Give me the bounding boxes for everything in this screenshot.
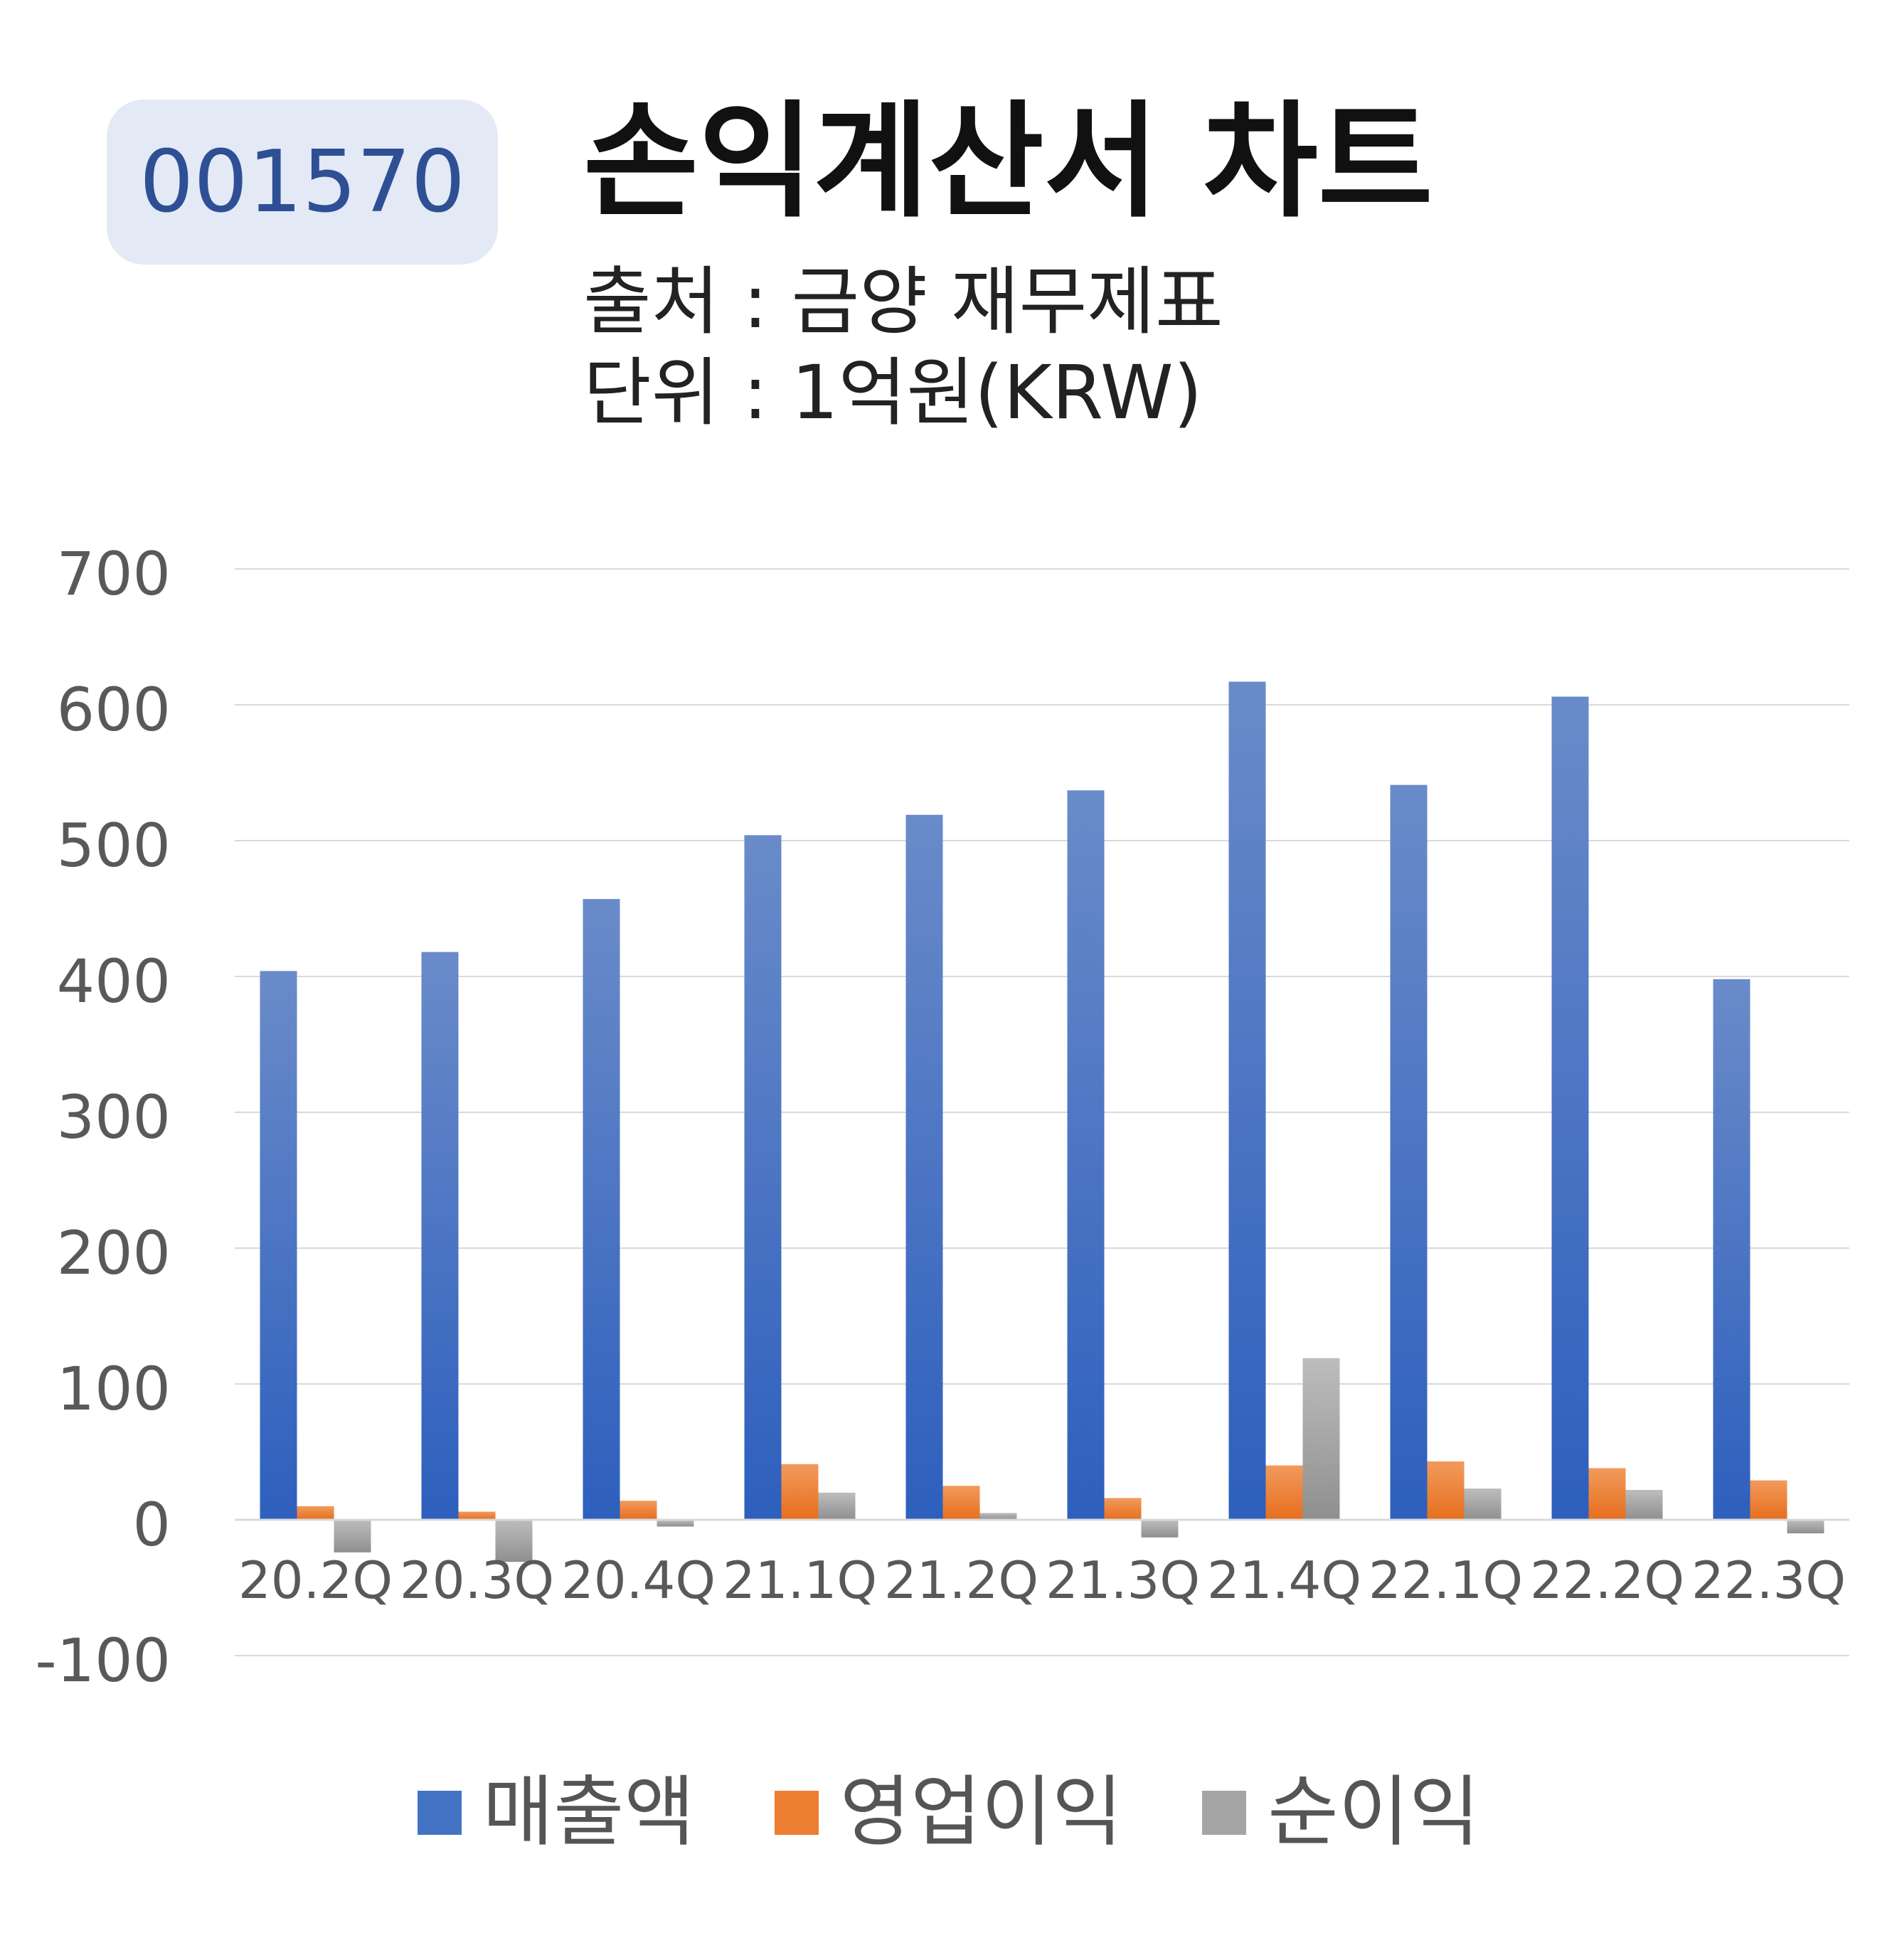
bar-revenue: [744, 835, 782, 1520]
bar-operating-profit: [1750, 1480, 1787, 1520]
legend-item-net-income: 순이익: [1202, 1774, 1479, 1851]
y-tick-label: 0: [133, 1490, 171, 1560]
x-tick-label: 22.1Q: [1369, 1550, 1523, 1610]
bar-chart: 700 600 500 400 300 200 100 0 -100 20.2Q 20.3Q 20.…: [35, 539, 1849, 1695]
legend-label: 영업이익: [839, 1768, 1123, 1857]
x-tick-label: 22.2Q: [1530, 1550, 1684, 1610]
bar-operating-profit: [781, 1464, 819, 1520]
bar-revenue: [1228, 681, 1266, 1520]
chart-title: 손익계산서 차트: [583, 89, 1433, 235]
source-note: 출처 : 금양 재무제표: [583, 258, 1223, 345]
bar-net-income: [818, 1492, 856, 1520]
bar-net-income: [1464, 1488, 1502, 1520]
y-tick-label: 700: [57, 539, 171, 609]
bar-revenue: [260, 971, 297, 1520]
y-tick-label: 100: [57, 1354, 171, 1424]
x-tick-label: 20.4Q: [561, 1550, 716, 1610]
x-tick-label: 20.2Q: [238, 1550, 393, 1610]
bar-revenue: [1551, 696, 1589, 1520]
ticker-code: 001570: [139, 132, 466, 232]
y-tick-label: 500: [57, 811, 171, 880]
bar-revenue: [1713, 979, 1750, 1520]
bar-net-income: [979, 1513, 1017, 1520]
legend-item-operating-profit: 영업이익: [774, 1768, 1123, 1857]
x-tick-label: 21.4Q: [1207, 1550, 1361, 1610]
x-tick-label: 21.1Q: [723, 1550, 877, 1610]
bar-net-income: [1302, 1358, 1340, 1520]
unit-note: 단위 : 1억원(KRW): [583, 349, 1203, 436]
bar-operating-profit: [297, 1506, 334, 1520]
bar-operating-profit: [942, 1486, 980, 1520]
bar-operating-profit: [1265, 1465, 1303, 1520]
bar-net-income: [334, 1520, 371, 1552]
bar-operating-profit: [1427, 1461, 1465, 1520]
bar-net-income: [1141, 1520, 1179, 1538]
y-tick-label: -100: [35, 1626, 171, 1695]
bar-net-income: [1625, 1489, 1663, 1520]
legend-label: 순이익: [1268, 1768, 1480, 1857]
bar-revenue: [421, 952, 459, 1520]
y-tick-label: 300: [57, 1082, 171, 1152]
legend-swatch: [417, 1791, 462, 1835]
legend-swatch: [774, 1791, 819, 1835]
x-tick-label: 20.3Q: [400, 1550, 554, 1610]
x-tick-label: 21.3Q: [1046, 1550, 1200, 1610]
chart-legend: 매출액 영업이익 순이익: [0, 1774, 1897, 1851]
bar-operating-profit: [458, 1511, 496, 1520]
bar-operating-profit: [620, 1501, 657, 1520]
legend-item-revenue: 매출액: [417, 1768, 695, 1857]
legend-swatch: [1202, 1791, 1247, 1835]
ticker-badge: 001570: [107, 100, 498, 265]
x-tick-label: 22.3Q: [1691, 1550, 1846, 1610]
bar-net-income: [495, 1520, 533, 1562]
y-tick-label: 400: [57, 947, 171, 1016]
bar-revenue: [905, 814, 943, 1520]
bar-operating-profit: [1588, 1468, 1626, 1520]
bar-revenue: [1067, 790, 1105, 1520]
bar-revenue: [1390, 784, 1428, 1520]
bar-revenue: [583, 899, 620, 1520]
x-tick-label: 21.2Q: [884, 1550, 1038, 1610]
legend-label: 매출액: [482, 1768, 695, 1857]
y-tick-label: 200: [57, 1218, 171, 1288]
bar-net-income: [657, 1520, 694, 1527]
bar-operating-profit: [1104, 1498, 1142, 1520]
bar-net-income: [1787, 1520, 1824, 1534]
y-tick-label: 600: [57, 675, 171, 745]
